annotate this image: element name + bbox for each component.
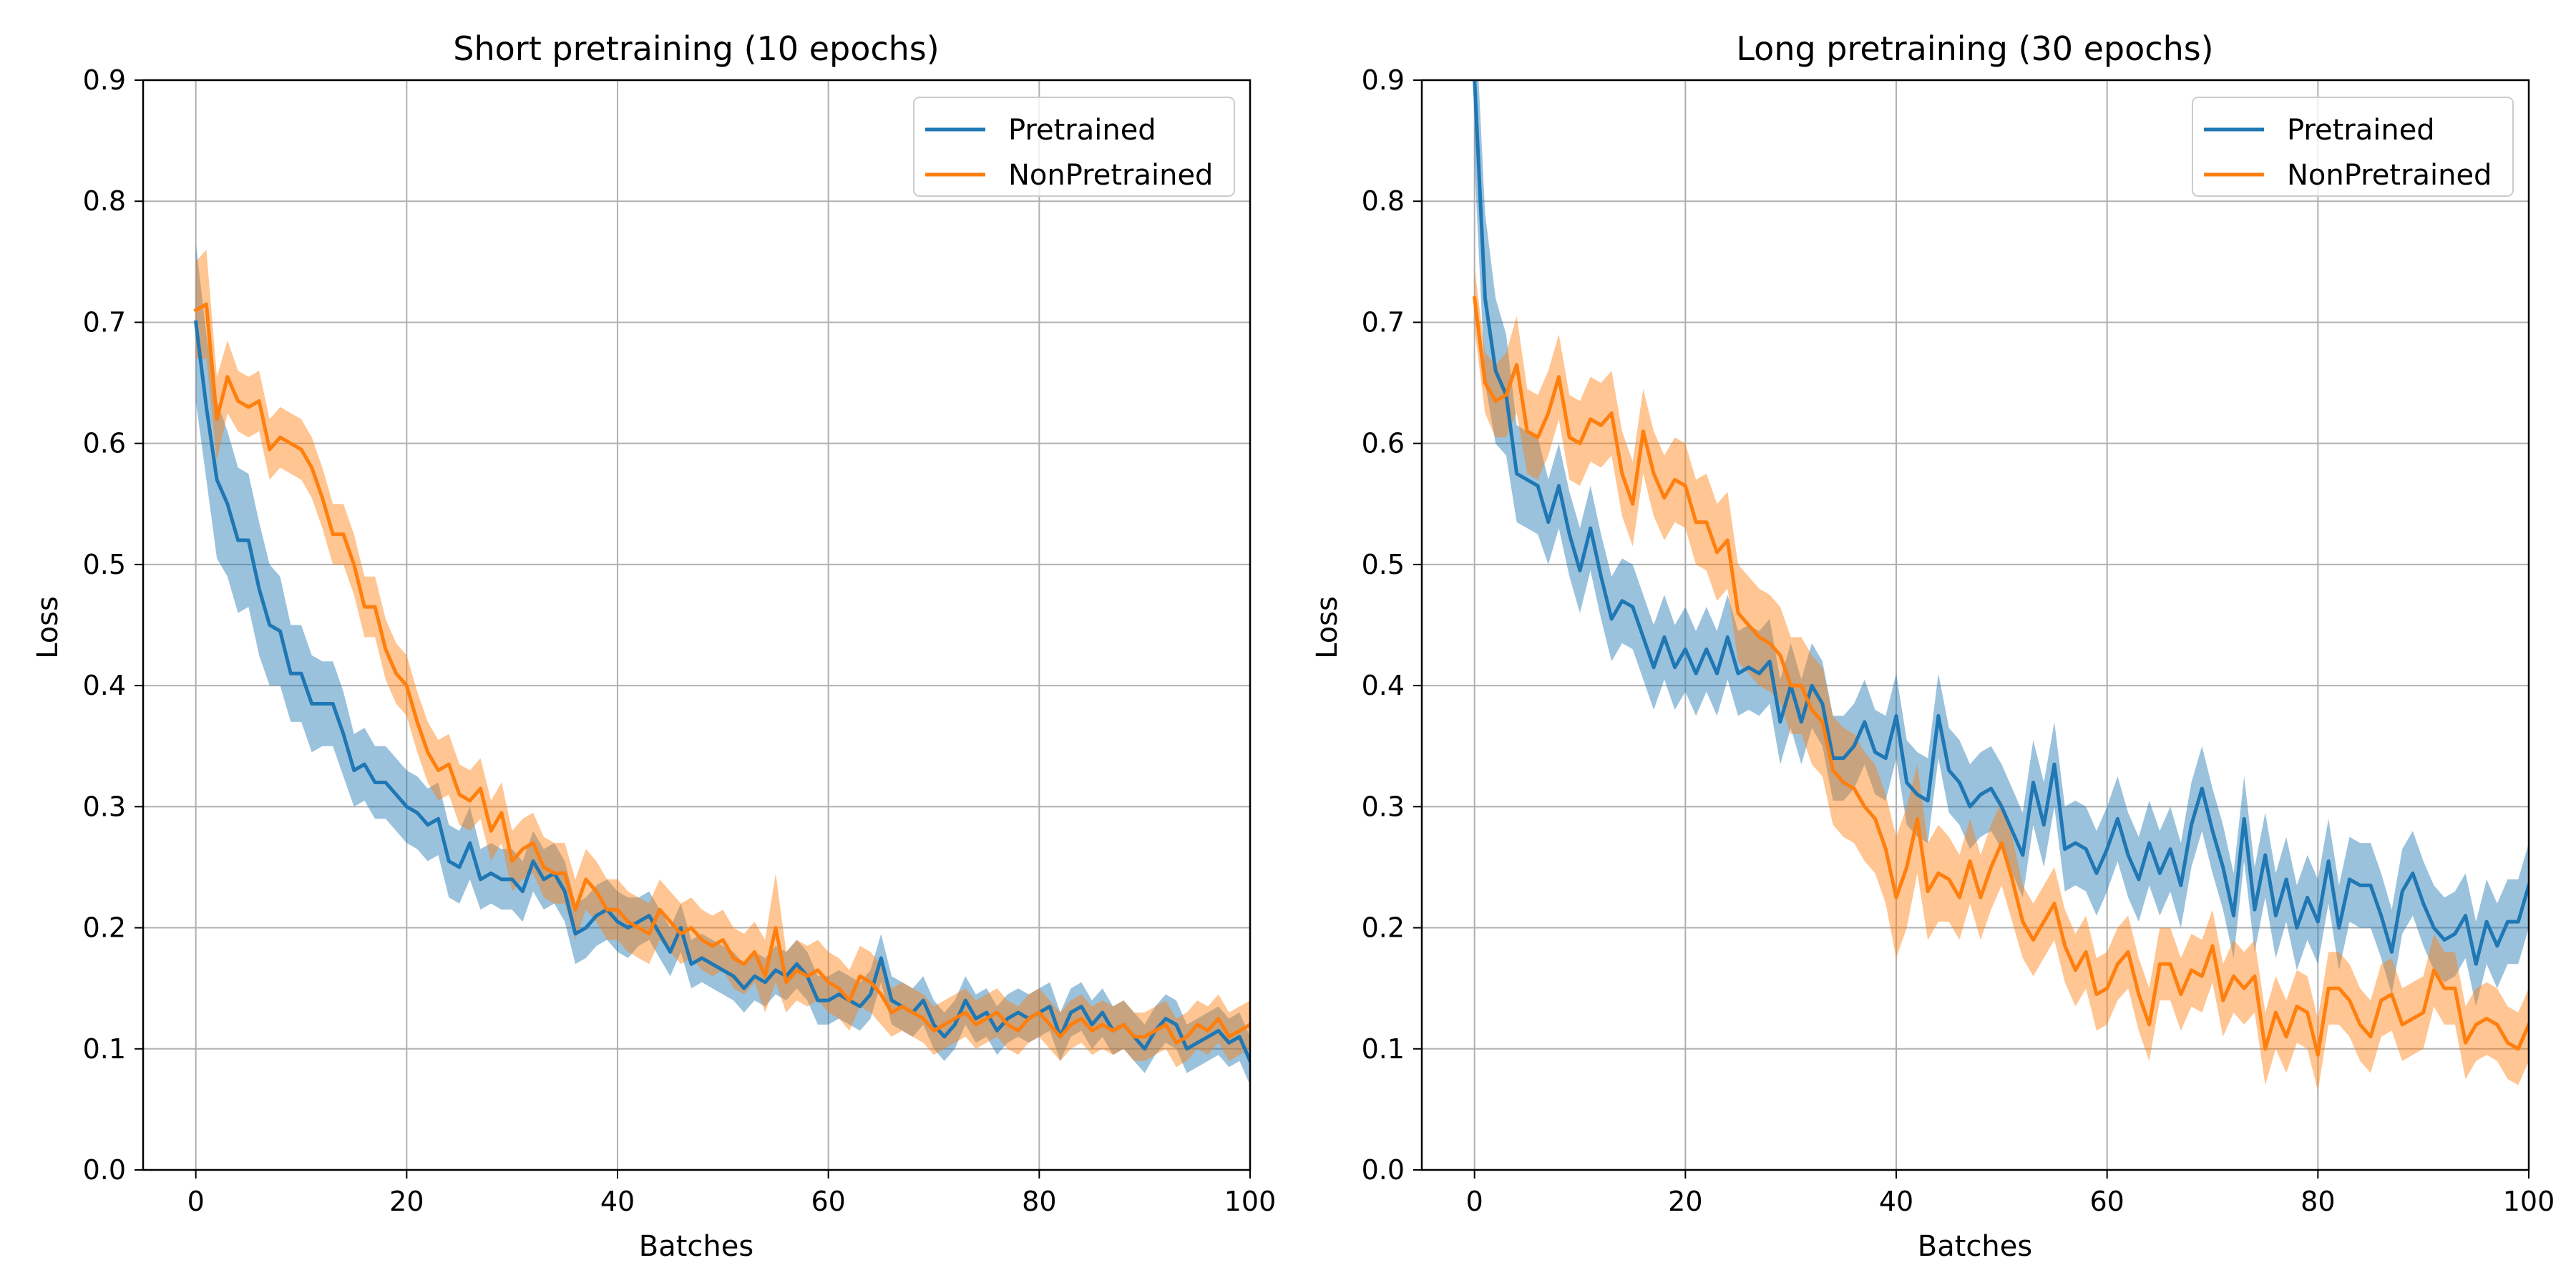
legend: Pretrained NonPretrained xyxy=(2192,97,2514,197)
y-tick-label: 0.7 xyxy=(1362,306,1405,338)
legend-label-pretrained: Pretrained xyxy=(2287,114,2435,147)
x-tick-label: 60 xyxy=(2089,1186,2124,1217)
y-tick-label: 0.6 xyxy=(1362,428,1405,459)
chart-long-pretraining: Long pretraining (30 epochs) Batches Los… xyxy=(1311,29,2555,1263)
x-tick-label: 0 xyxy=(187,1186,205,1217)
legend-label-nonpretrained: NonPretrained xyxy=(2287,159,2492,192)
x-tick-label: 100 xyxy=(1224,1186,1277,1217)
y-axis-label: Loss xyxy=(31,596,64,659)
y-tick-label: 0.9 xyxy=(83,64,126,96)
legend-box xyxy=(2192,97,2514,197)
chart-title: Short pretraining (10 epochs) xyxy=(453,29,939,68)
y-tick-label: 0.3 xyxy=(83,791,126,822)
chart-title: Long pretraining (30 epochs) xyxy=(1736,29,2213,68)
x-tick-label: 40 xyxy=(600,1186,635,1217)
plot-area xyxy=(193,243,1250,1085)
x-tick-label: 80 xyxy=(2301,1186,2335,1217)
series-line-pretrained xyxy=(193,320,1250,1063)
legend-label-pretrained: Pretrained xyxy=(1008,114,1156,147)
y-tick-label: 0.5 xyxy=(83,549,126,580)
x-tick-label: 60 xyxy=(811,1186,845,1217)
y-tick-label: 0.4 xyxy=(83,670,126,701)
x-tick-label: 0 xyxy=(1466,1186,1483,1217)
plot-frame xyxy=(1420,79,2530,1171)
y-tick-label: 0.1 xyxy=(83,1033,126,1065)
y-tick-label: 0.8 xyxy=(83,185,126,217)
x-axis-label: Batches xyxy=(1918,1230,2032,1263)
band-pretrained xyxy=(195,243,1250,1085)
x-tick-label: 80 xyxy=(1022,1186,1056,1217)
legend: Pretrained NonPretrained xyxy=(913,97,1235,197)
y-tick-label: 0.2 xyxy=(1362,912,1405,944)
x-tick-label: 40 xyxy=(1879,1186,1913,1217)
y-tick-label: 0.9 xyxy=(1362,64,1405,96)
band-pretrained xyxy=(1474,80,2529,1007)
y-tick-label: 0.1 xyxy=(1362,1033,1405,1065)
y-axis-label: Loss xyxy=(1311,596,1344,659)
y-tick-label: 0.3 xyxy=(1362,791,1405,822)
legend-label-nonpretrained: NonPretrained xyxy=(1008,159,1213,192)
y-tick-label: 0.0 xyxy=(1362,1154,1405,1186)
y-tick-label: 0.8 xyxy=(1362,185,1405,217)
x-axis-label: Batches xyxy=(639,1230,753,1263)
x-tick-label: 20 xyxy=(389,1186,424,1217)
y-tick-label: 0.0 xyxy=(83,1154,126,1186)
series-line-nonpretrained xyxy=(1472,296,2529,1057)
legend-box xyxy=(913,97,1235,197)
plot-frame xyxy=(142,79,1252,1171)
x-tick-label: 20 xyxy=(1668,1186,1702,1217)
y-tick-label: 0.7 xyxy=(83,306,126,338)
y-tick-label: 0.2 xyxy=(83,912,126,944)
band-nonpretrained xyxy=(195,249,1250,1068)
series-line-nonpretrained xyxy=(193,302,1250,1045)
plot-area xyxy=(1472,80,2529,1091)
y-tick-label: 0.5 xyxy=(1362,549,1405,580)
y-tick-label: 0.4 xyxy=(1362,670,1405,701)
chart-short-pretraining: Short pretraining (10 epochs) Batches Lo… xyxy=(31,29,1276,1263)
series-line-pretrained xyxy=(1473,80,2529,966)
x-tick-label: 100 xyxy=(2503,1186,2555,1217)
y-tick-label: 0.6 xyxy=(83,428,126,459)
